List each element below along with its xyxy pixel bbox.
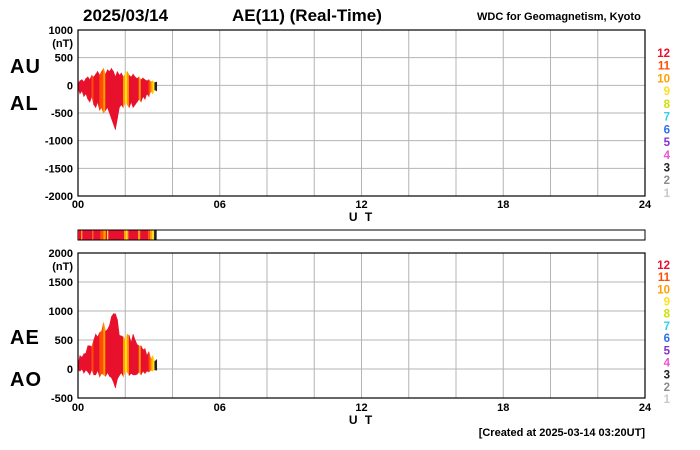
legend-count: 9	[664, 297, 670, 309]
source-label: WDC for Geomagnetism, Kyoto	[477, 11, 641, 23]
colorbar-band	[93, 230, 101, 240]
legend-count: 3	[664, 370, 670, 382]
colorbar-band	[128, 230, 139, 240]
x-tick-label: 12	[355, 199, 367, 211]
colorbar-band	[108, 230, 125, 240]
x-tick-label: 24	[639, 199, 652, 211]
plot-date: 2025/03/14	[83, 6, 169, 25]
label-au: AU	[10, 56, 41, 78]
colorbar-band	[138, 230, 141, 240]
legend-count: 6	[664, 124, 670, 136]
area-segment-ae	[154, 359, 158, 370]
legend-count: 12	[657, 48, 670, 60]
legend-count: 5	[664, 345, 671, 357]
panel-border	[77, 29, 646, 197]
plot-title: AE(11) (Real-Time)	[232, 6, 382, 25]
legend-count: 7	[664, 321, 670, 333]
legend-count: 1	[664, 394, 671, 406]
colorbar-band	[78, 230, 82, 240]
y-tick-label: 0	[67, 364, 73, 376]
area-segment-ao	[89, 368, 93, 375]
legend-count: 3	[664, 162, 670, 174]
colorbar-band	[125, 230, 128, 240]
y-tick-label: -500	[51, 108, 73, 120]
area-segment-au	[154, 81, 158, 86]
y-tick-label: 1000	[49, 306, 73, 318]
created-timestamp: [Created at 2025-03-14 03:20UT]	[478, 427, 645, 439]
y-tick-label: -500	[51, 393, 73, 405]
x-tick-label: 06	[214, 199, 226, 211]
y-tick-label: -1500	[45, 163, 73, 175]
x-tick-label: 24	[639, 402, 652, 414]
colorbar-band	[103, 230, 106, 240]
y-tick-label: 1000	[49, 25, 73, 37]
colorbar-band	[105, 230, 108, 240]
label-ao: AO	[10, 369, 42, 391]
legend-count: 8	[664, 309, 671, 321]
x-tick-label: 00	[72, 199, 84, 211]
y-tick-label: 1500	[49, 277, 73, 289]
legend-count: 2	[664, 175, 670, 187]
colorbar-band	[150, 230, 152, 240]
legend-count: 9	[664, 86, 670, 98]
colorbar-band	[140, 230, 149, 240]
legend-count: 12	[657, 260, 670, 272]
y-tick-label: 500	[55, 335, 73, 347]
legend-count: 6	[664, 333, 670, 345]
colorbar-band	[124, 230, 126, 240]
panel-border	[77, 252, 646, 399]
y-tick-label: 0	[67, 80, 73, 92]
legend-count: 4	[664, 357, 671, 369]
colorbar-band	[92, 230, 94, 240]
area-segment-al	[154, 85, 158, 92]
x-tick-label: 18	[497, 199, 509, 211]
y-axis-unit: (nT)	[52, 38, 73, 50]
y-tick-label: -1000	[45, 136, 73, 148]
legend-count: 4	[664, 150, 671, 162]
x-axis-label: U T	[349, 413, 374, 427]
y-axis-unit: (nT)	[52, 261, 73, 273]
y-tick-label: 500	[55, 53, 73, 65]
x-tick-label: 06	[214, 402, 226, 414]
colorbar-band	[151, 230, 155, 240]
x-tick-label: 12	[355, 402, 367, 414]
y-tick-label: 2000	[49, 248, 73, 260]
colorbar-band	[148, 230, 151, 240]
colorbar-band	[154, 230, 157, 240]
legend-count: 1	[664, 188, 671, 200]
colorbar-band	[82, 230, 93, 240]
colorbar-band	[100, 230, 104, 240]
legend-count: 11	[658, 61, 671, 73]
x-axis-label: U T	[349, 210, 374, 224]
colorbar-band	[107, 230, 109, 240]
legend-count: 5	[664, 137, 671, 149]
station-colorbar	[77, 229, 646, 241]
area-segment-ao	[154, 368, 158, 371]
label-ae: AE	[10, 327, 40, 349]
legend-count: 7	[664, 112, 670, 124]
colorbar-band	[127, 230, 129, 240]
x-tick-label: 18	[497, 402, 509, 414]
colorbar-band	[81, 230, 83, 240]
legend-count: 2	[664, 382, 670, 394]
x-tick-label: 00	[72, 402, 84, 414]
legend-count: 10	[657, 284, 670, 296]
label-al: AL	[10, 93, 39, 115]
legend-count: 11	[658, 272, 671, 284]
y-tick-label: -2000	[45, 191, 73, 203]
area-segment-ao	[79, 368, 83, 372]
legend-count: 8	[664, 99, 671, 111]
legend-count: 10	[657, 73, 670, 85]
